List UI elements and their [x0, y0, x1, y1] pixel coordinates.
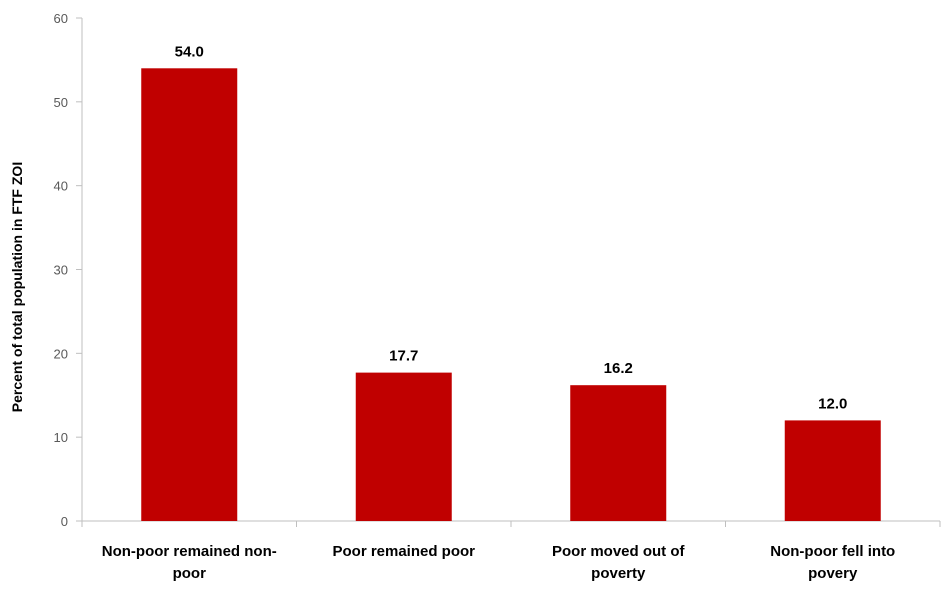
category-label-line: Non-poor fell into	[770, 543, 895, 560]
bar-value-label: 54.0	[175, 43, 204, 60]
y-tick-label: 20	[54, 346, 68, 361]
y-tick-label: 10	[54, 430, 68, 445]
bar-value-label: 12.0	[818, 395, 847, 412]
category-label-line: Poor moved out of	[552, 543, 686, 560]
category-label: Non-poor remained non-poor	[102, 543, 277, 582]
bar	[141, 68, 238, 522]
category-label-line: povery	[808, 565, 858, 582]
value-labels: 54.0 17.7 16.2 12.0	[175, 43, 848, 412]
y-tick-label: 60	[54, 11, 68, 26]
y-tick-label: 0	[61, 514, 68, 529]
bar	[355, 372, 452, 521]
category-labels: Non-poor remained non-poor Poor remained …	[102, 543, 895, 582]
bar	[784, 420, 881, 521]
category-label: Poor remained poor	[332, 543, 475, 560]
bar	[570, 385, 667, 521]
bar-value-label: 17.7	[389, 348, 418, 365]
category-label-line: Non-poor remained non-	[102, 543, 277, 560]
category-label: Non-poor fell into povery	[770, 543, 895, 582]
bar-value-label: 16.2	[604, 360, 633, 377]
category-label-line: Poor remained poor	[332, 543, 475, 560]
bars	[141, 68, 881, 522]
category-label-line: poverty	[591, 565, 646, 582]
category-label-line: poor	[173, 565, 206, 582]
category-label: Poor moved out of poverty	[552, 543, 686, 582]
y-tick-label: 30	[54, 263, 68, 278]
y-tick-label: 40	[54, 179, 68, 194]
y-tick-label: 50	[54, 95, 68, 110]
y-axis-ticks: 0 10 20 30 40 50 60	[54, 11, 941, 529]
y-axis-title: Percent of total population in FTF ZOI	[9, 162, 25, 412]
